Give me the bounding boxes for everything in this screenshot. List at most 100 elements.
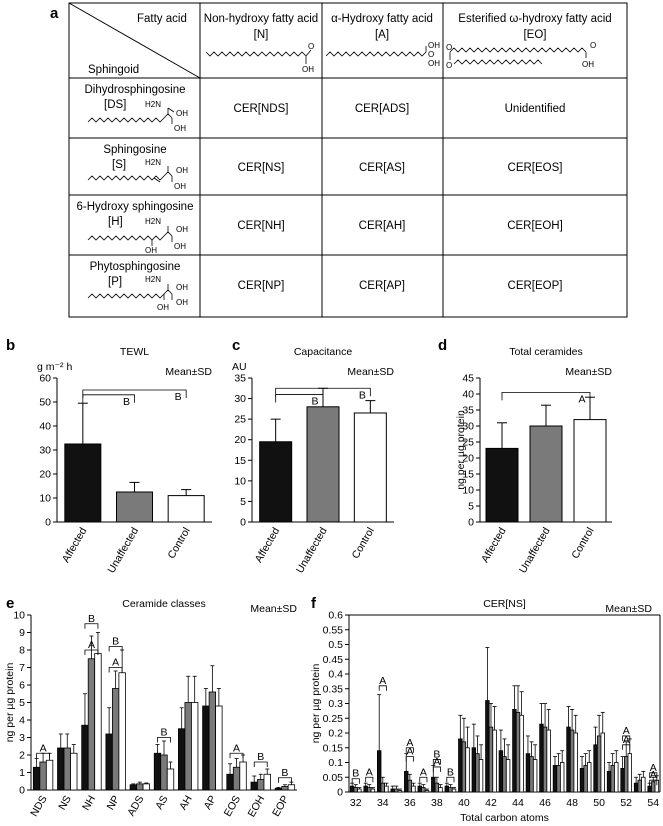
panel-letter-f: f <box>311 595 317 612</box>
y-tick-label: 0.1 <box>328 757 343 769</box>
significance-bracket <box>275 394 324 403</box>
y-tick-label: 10 <box>462 485 474 497</box>
x-tick-label: EOS <box>222 794 243 819</box>
x-tick-label: EOP <box>270 794 291 819</box>
bar <box>118 672 126 791</box>
significance-label: B <box>447 766 454 778</box>
chem-h2n-label: H2N <box>145 100 161 109</box>
column-name: α-Hydroxy fatty acid <box>331 13 433 25</box>
chem-oh-label: OH <box>176 225 188 234</box>
significance-label: A <box>233 742 240 754</box>
significance-label: B <box>175 391 182 403</box>
table-cell: CER[EOH] <box>507 220 563 232</box>
x-tick-label: NP <box>105 794 123 813</box>
sphingosine-structure: H2N OH OH <box>87 158 188 191</box>
table-border <box>68 2 628 318</box>
bar <box>39 761 47 791</box>
bar <box>505 759 511 793</box>
column-code: [EO] <box>523 29 546 41</box>
column-name: Non-hydroxy fatty acid <box>204 13 318 25</box>
significance-label: A <box>433 756 440 768</box>
chem-o-label: O <box>446 61 452 70</box>
bar <box>475 753 480 793</box>
bar <box>390 788 395 793</box>
panel-letter-a: a <box>50 5 59 22</box>
phytosphingosine-structure: H2N OH OH OH <box>87 275 188 312</box>
bar <box>45 759 54 791</box>
significance-label: B <box>257 751 264 763</box>
column-name: Esterified ω-hydroxy fatty acid <box>458 13 611 25</box>
bar <box>353 787 358 793</box>
bar <box>370 788 376 793</box>
y-tick-label: 0 <box>45 517 51 529</box>
bar <box>478 759 484 793</box>
bar <box>529 756 534 793</box>
bar <box>633 782 639 793</box>
bar <box>620 768 625 793</box>
y-tick-label: 0.55 <box>323 624 344 636</box>
significance-label: A <box>379 675 386 687</box>
bar <box>488 726 494 793</box>
bar <box>542 726 548 793</box>
significance-bracket <box>365 776 374 783</box>
chem-oh-label: OH <box>145 246 157 255</box>
bar <box>458 738 463 793</box>
chem-oh-label: OH <box>176 298 188 307</box>
bar <box>407 779 413 793</box>
x-tick-label: Control <box>350 526 377 561</box>
significance-label: B <box>311 395 318 407</box>
column-code: [N] <box>254 29 269 41</box>
header-sphingoid: Sphingoid <box>88 64 139 76</box>
y-tick-label: 8 <box>19 645 25 657</box>
significance-label: B <box>433 749 440 761</box>
significance-bracket <box>36 752 50 759</box>
chem-oh-label: OH <box>176 109 188 118</box>
bar <box>471 747 477 793</box>
chart-title: Ceramide classes <box>122 598 205 610</box>
bar <box>64 443 102 523</box>
legend-mean-sd: Mean±SD <box>165 366 212 378</box>
significance-bracket <box>622 735 631 741</box>
chem-oh-label: OH <box>428 41 440 50</box>
x-tick-label: 44 <box>512 797 524 809</box>
table-cell: CER[AP] <box>359 280 405 292</box>
x-tick-label: Affected <box>253 525 283 564</box>
chart-f-cer-ns: CER[NS] Mean±SD ng per µg protein 0 0.05 0.1 0… <box>310 598 661 824</box>
chem-o-label: O <box>428 50 434 59</box>
y-axis-label: g m⁻² h <box>37 361 72 373</box>
bar <box>539 723 544 793</box>
bar <box>485 447 519 523</box>
bar <box>232 766 241 791</box>
significance-bracket <box>84 649 99 655</box>
panel-letter-d: d <box>438 337 447 354</box>
table-cell: CER[ADS] <box>355 103 409 115</box>
bar <box>377 750 382 793</box>
bar <box>215 705 223 791</box>
column-code: [A] <box>375 29 389 41</box>
bar <box>70 752 78 791</box>
x-tick-label: AS <box>153 794 170 812</box>
bar <box>448 787 453 793</box>
chem-oh-label: OH <box>174 124 186 133</box>
bar <box>512 709 517 793</box>
bar <box>525 753 531 793</box>
bar <box>178 728 186 791</box>
chart-title: Capacitance <box>294 346 353 358</box>
y-tick-label: 2 <box>19 750 25 762</box>
chem-h2n-label: H2N <box>145 275 161 284</box>
x-tick-label: Unaffected <box>294 525 330 575</box>
non-hydroxy-fatty-acid-structure: O OH <box>205 42 314 74</box>
y-tick-label: 25 <box>462 437 474 449</box>
bar <box>579 768 585 793</box>
table-cell: Unidentified <box>505 103 566 115</box>
bar <box>259 441 293 523</box>
bar <box>465 747 470 793</box>
y-axis-label: ng per µg protein <box>4 663 16 743</box>
y-axis-label: ng per µg protein <box>310 664 322 744</box>
significance-bracket <box>622 744 631 750</box>
chem-o-label: O <box>590 41 596 50</box>
bar <box>519 714 524 793</box>
significance-bracket <box>275 387 371 397</box>
bar <box>587 762 592 793</box>
